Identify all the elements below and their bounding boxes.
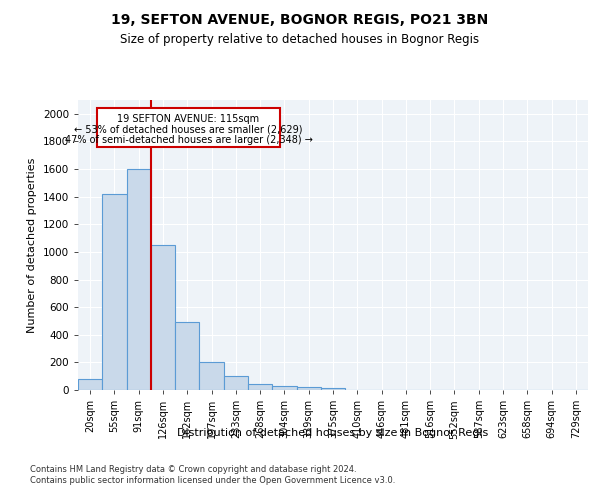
Bar: [127, 169, 151, 390]
Bar: [175, 322, 199, 390]
Text: Contains HM Land Registry data © Crown copyright and database right 2024.: Contains HM Land Registry data © Crown c…: [30, 465, 356, 474]
Text: 19, SEFTON AVENUE, BOGNOR REGIS, PO21 3BN: 19, SEFTON AVENUE, BOGNOR REGIS, PO21 3B…: [112, 12, 488, 26]
Bar: [102, 194, 127, 390]
Bar: [248, 384, 272, 390]
Y-axis label: Number of detached properties: Number of detached properties: [27, 158, 37, 332]
Text: Contains public sector information licensed under the Open Government Licence v3: Contains public sector information licen…: [30, 476, 395, 485]
Bar: [199, 362, 224, 390]
Text: Distribution of detached houses by size in Bognor Regis: Distribution of detached houses by size …: [178, 428, 488, 438]
Bar: [78, 379, 102, 390]
Bar: [272, 386, 296, 390]
Text: 19 SEFTON AVENUE: 115sqm: 19 SEFTON AVENUE: 115sqm: [118, 114, 260, 124]
Text: 47% of semi-detached houses are larger (2,348) →: 47% of semi-detached houses are larger (…: [65, 134, 313, 144]
Bar: [224, 376, 248, 390]
Bar: [296, 387, 321, 390]
Text: Size of property relative to detached houses in Bognor Regis: Size of property relative to detached ho…: [121, 32, 479, 46]
Bar: [321, 388, 345, 390]
FancyBboxPatch shape: [97, 108, 280, 147]
Text: ← 53% of detached houses are smaller (2,629): ← 53% of detached houses are smaller (2,…: [74, 124, 303, 134]
Bar: [151, 245, 175, 390]
